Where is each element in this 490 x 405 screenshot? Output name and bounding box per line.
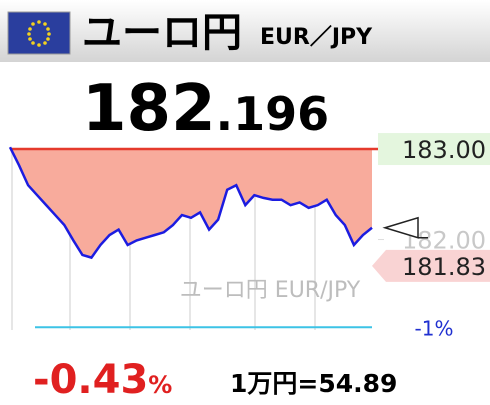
header-bg bbox=[0, 0, 490, 62]
tick-box bbox=[378, 133, 490, 166]
reference-label: -1% bbox=[415, 316, 454, 340]
low-label: 181.83 bbox=[402, 253, 486, 281]
change: -0.43 bbox=[33, 357, 148, 403]
flag bbox=[7, 11, 71, 55]
pair: EUR／JPY bbox=[260, 25, 373, 50]
change: -0.43% bbox=[33, 357, 172, 403]
price-integer: 182.196 bbox=[82, 72, 329, 146]
last-marker bbox=[382, 216, 419, 239]
change-unit: % bbox=[148, 371, 172, 399]
title: ユーロ円 bbox=[82, 10, 242, 56]
conversion: 1万円=54.89 bbox=[230, 369, 397, 398]
price-integer: 182 bbox=[82, 72, 216, 146]
watermark: ユーロ円 EUR/JPY bbox=[180, 278, 361, 303]
low-box bbox=[372, 249, 490, 282]
area bbox=[10, 147, 372, 258]
y-tick-label: 183.00 bbox=[402, 136, 486, 164]
price-decimal: .196 bbox=[216, 87, 330, 141]
price-line bbox=[8, 146, 373, 260]
